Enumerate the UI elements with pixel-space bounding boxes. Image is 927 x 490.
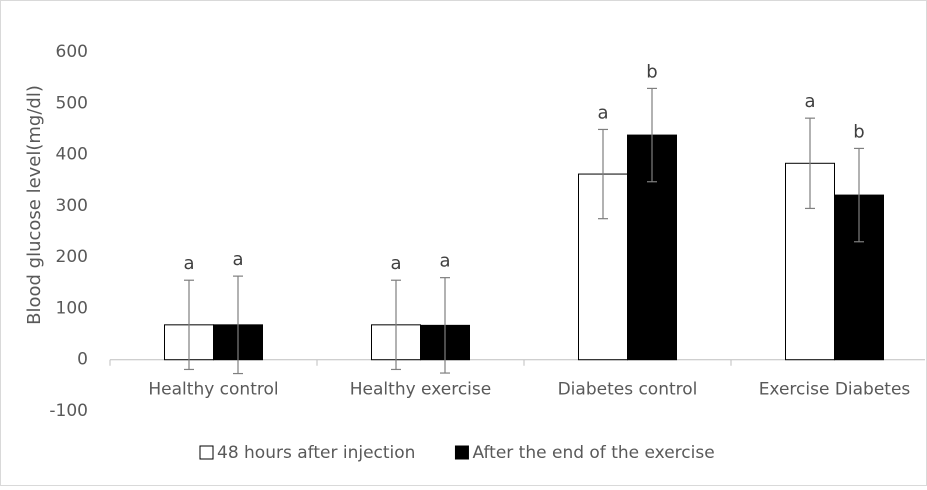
- annotation: a: [804, 91, 815, 112]
- error-bar: [391, 279, 401, 371]
- y-axis-label: Blood glucose level(mg/dl): [24, 85, 45, 325]
- y-tick-label: 600: [56, 42, 88, 62]
- annotation: b: [646, 61, 657, 82]
- legend-label: 48 hours after injection: [217, 443, 415, 463]
- error-bar: [233, 275, 243, 375]
- y-tick-label: 100: [56, 298, 88, 318]
- error-bar: [854, 147, 864, 243]
- annotation: b: [853, 121, 864, 142]
- annotation: a: [183, 253, 194, 274]
- annotation: a: [390, 253, 401, 274]
- y-tick-label: 500: [56, 93, 88, 113]
- error-bar: [440, 277, 450, 374]
- error-bar: [805, 117, 815, 210]
- annotation: a: [597, 102, 608, 123]
- y-tick-label: 300: [56, 196, 88, 216]
- y-tick-label: 400: [56, 145, 88, 165]
- y-tick-label: 0: [77, 350, 88, 370]
- x-tick-label: Diabetes control: [558, 380, 698, 400]
- x-tick-label: Healthy exercise: [350, 380, 491, 400]
- error-bar: [647, 87, 657, 183]
- error-bar: [598, 128, 608, 220]
- y-tick-label: -100: [49, 401, 88, 421]
- x-tick-label: Exercise Diabetes: [759, 380, 911, 400]
- error-bar: [184, 279, 194, 371]
- legend-swatch: [454, 445, 469, 460]
- annotation: a: [439, 251, 450, 272]
- legend-label: After the end of the exercise: [472, 443, 714, 463]
- legend-swatch: [199, 445, 214, 460]
- annotation: a: [232, 249, 243, 270]
- y-tick-label: 200: [56, 247, 88, 267]
- x-tick-label: Healthy control: [148, 380, 278, 400]
